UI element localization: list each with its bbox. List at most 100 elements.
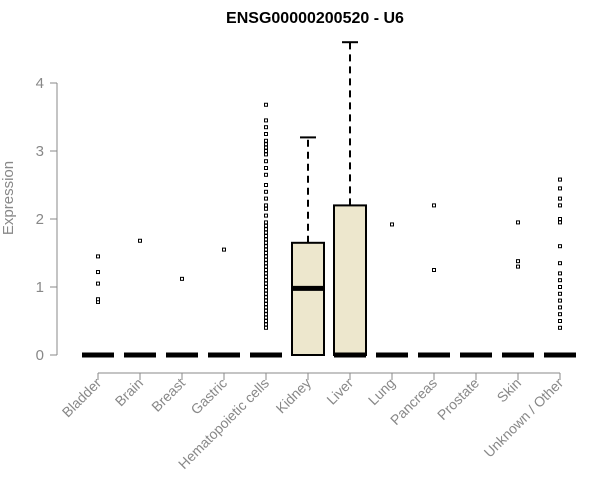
outlier-point xyxy=(264,237,268,242)
outlier-point xyxy=(558,291,562,296)
outlier-point xyxy=(264,244,268,249)
outlier-point xyxy=(264,102,268,107)
outlier-point xyxy=(264,325,268,330)
outlier-point xyxy=(264,149,268,153)
axes: 0 1 2 3 4 xyxy=(36,75,561,380)
outlier-point xyxy=(264,213,268,218)
x-tick-label: Kidney xyxy=(273,375,315,417)
outlier-point xyxy=(558,261,562,266)
y-tick-label: 2 xyxy=(36,211,44,228)
outlier-point xyxy=(264,257,268,262)
outlier-point xyxy=(264,271,268,276)
outlier-point xyxy=(264,227,268,232)
outlier-point xyxy=(264,118,268,123)
outlier-point xyxy=(264,281,268,286)
outlier-point xyxy=(558,305,562,310)
outlier-point xyxy=(138,238,142,243)
outlier-point xyxy=(558,220,562,225)
outlier-point xyxy=(558,319,562,323)
outlier-point xyxy=(264,291,268,296)
outlier-point xyxy=(96,281,100,286)
outlier-point xyxy=(558,177,562,182)
x-tick-label: Lung xyxy=(365,375,398,408)
outlier-point xyxy=(264,322,268,327)
y-tick-label: 0 xyxy=(36,347,44,364)
outlier-point xyxy=(96,254,100,259)
outlier-point xyxy=(264,240,268,245)
outlier-point xyxy=(558,271,562,276)
y-tick-label: 4 xyxy=(36,75,44,92)
outlier-point xyxy=(264,138,268,143)
outlier-point xyxy=(264,312,268,317)
x-tick-label: Unknown / Other xyxy=(481,375,567,461)
outlier-point xyxy=(516,264,520,269)
outlier-point xyxy=(264,189,268,194)
x-tick-label: Pancreas xyxy=(387,375,440,428)
outlier-point xyxy=(96,297,100,302)
y-tick-label: 1 xyxy=(36,279,44,296)
outlier-point xyxy=(264,305,268,310)
x-tick-label: Skin xyxy=(494,375,525,406)
outlier-point xyxy=(432,268,436,272)
x-tick-label: Brain xyxy=(112,375,146,409)
outlier-point xyxy=(264,278,268,283)
y-tick-label: 3 xyxy=(36,143,44,160)
outlier-point xyxy=(516,259,520,264)
outlier-point xyxy=(264,302,268,306)
outlier-point xyxy=(264,183,268,187)
box-liver xyxy=(333,41,367,358)
outlier-point xyxy=(264,295,268,300)
outlier-point xyxy=(264,268,268,272)
outlier-point xyxy=(180,276,184,281)
boxes xyxy=(82,41,576,358)
outlier-point xyxy=(222,247,226,252)
outlier-point xyxy=(264,319,268,323)
outlier-point xyxy=(264,274,268,279)
chart-title: ENSG00000200520 - U6 xyxy=(226,10,404,27)
outlier-point xyxy=(558,278,562,283)
outlier-point xyxy=(264,206,268,211)
outlier-point xyxy=(558,285,562,289)
outlier-point xyxy=(264,145,268,150)
outlier-point xyxy=(558,217,562,221)
outlier-point xyxy=(390,222,394,227)
y-axis-label: Expression xyxy=(0,161,17,235)
x-tick-label: Breast xyxy=(148,375,188,415)
outlier-point xyxy=(264,220,268,225)
outlier-point xyxy=(558,196,562,201)
outlier-point xyxy=(264,172,268,177)
outlier-point xyxy=(264,234,268,238)
x-tick-label: Prostate xyxy=(434,375,482,423)
x-tick-label: Bladder xyxy=(59,375,105,421)
outlier-point xyxy=(264,308,268,313)
outlier-point xyxy=(264,298,268,303)
outlier-point xyxy=(558,312,562,317)
outlier-point xyxy=(264,196,268,201)
outlier-point xyxy=(264,251,268,255)
outlier-point xyxy=(516,220,520,225)
outlier-point xyxy=(264,247,268,252)
outlier-point xyxy=(264,132,268,136)
outlier-point xyxy=(264,223,268,228)
outlier-point xyxy=(264,142,268,147)
outliers xyxy=(96,102,562,330)
outlier-point xyxy=(264,230,268,235)
outlier-point xyxy=(264,288,268,293)
outlier-point xyxy=(264,166,268,170)
outlier-point xyxy=(432,203,436,208)
outlier-point xyxy=(558,186,562,191)
x-tick-label: Liver xyxy=(323,375,356,408)
outlier-point xyxy=(558,298,562,303)
iqr-box xyxy=(291,241,325,356)
outlier-point xyxy=(264,203,268,208)
outlier-point xyxy=(558,203,562,208)
outlier-point xyxy=(558,325,562,330)
outlier-point xyxy=(264,254,268,259)
outlier-point xyxy=(264,159,268,164)
outlier-point xyxy=(558,244,562,249)
outlier-point xyxy=(264,264,268,269)
outlier-point xyxy=(264,315,268,320)
outlier-point xyxy=(264,125,268,130)
